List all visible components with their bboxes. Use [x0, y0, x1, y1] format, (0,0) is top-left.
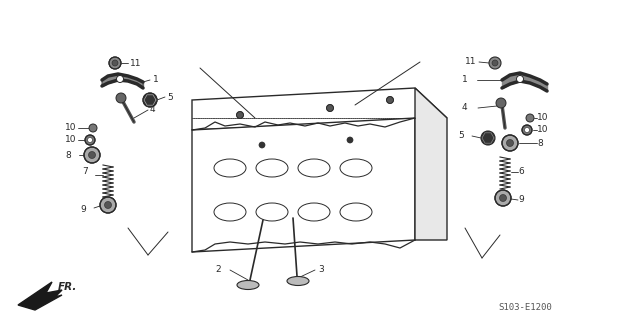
- Circle shape: [496, 98, 506, 108]
- Circle shape: [143, 93, 157, 107]
- Text: 6: 6: [518, 167, 524, 176]
- Text: 5: 5: [458, 130, 464, 139]
- Circle shape: [112, 60, 118, 66]
- Circle shape: [88, 152, 95, 159]
- Text: 5: 5: [167, 93, 173, 101]
- Circle shape: [116, 93, 126, 103]
- Circle shape: [326, 105, 333, 112]
- Text: 10: 10: [537, 125, 548, 135]
- Circle shape: [387, 97, 394, 103]
- Circle shape: [116, 76, 124, 83]
- Text: 10: 10: [65, 136, 77, 145]
- Circle shape: [525, 128, 529, 132]
- Text: 11: 11: [130, 58, 141, 68]
- Circle shape: [100, 197, 116, 213]
- Circle shape: [506, 139, 513, 146]
- Polygon shape: [415, 88, 447, 240]
- Circle shape: [347, 137, 353, 143]
- Circle shape: [259, 142, 265, 148]
- Text: 1: 1: [462, 76, 468, 85]
- Text: 4: 4: [150, 106, 156, 115]
- Circle shape: [84, 147, 100, 163]
- Ellipse shape: [287, 277, 309, 286]
- Circle shape: [89, 124, 97, 132]
- Circle shape: [481, 131, 495, 145]
- Circle shape: [495, 190, 511, 206]
- Circle shape: [88, 137, 93, 143]
- Text: 9: 9: [80, 205, 86, 214]
- Circle shape: [104, 202, 111, 209]
- Text: 10: 10: [65, 123, 77, 132]
- Circle shape: [109, 57, 121, 69]
- Circle shape: [492, 60, 498, 66]
- Circle shape: [502, 135, 518, 151]
- Text: 2: 2: [215, 265, 221, 275]
- Circle shape: [85, 135, 95, 145]
- Polygon shape: [192, 118, 415, 252]
- Circle shape: [237, 112, 243, 118]
- Circle shape: [526, 114, 534, 122]
- Circle shape: [516, 76, 524, 83]
- Polygon shape: [192, 88, 447, 130]
- Text: 4: 4: [462, 103, 468, 113]
- Text: 10: 10: [537, 114, 548, 122]
- Circle shape: [499, 195, 506, 202]
- Polygon shape: [18, 282, 62, 310]
- Text: 7: 7: [82, 167, 88, 176]
- Text: 9: 9: [518, 196, 524, 204]
- Ellipse shape: [237, 280, 259, 290]
- Circle shape: [522, 125, 532, 135]
- Text: 8: 8: [65, 151, 71, 160]
- Text: 11: 11: [465, 57, 477, 66]
- Text: FR.: FR.: [58, 282, 77, 292]
- Circle shape: [489, 57, 501, 69]
- Text: 1: 1: [153, 76, 159, 85]
- Text: 8: 8: [537, 138, 543, 147]
- Text: 3: 3: [318, 265, 324, 275]
- Text: S103-E1200: S103-E1200: [498, 303, 552, 313]
